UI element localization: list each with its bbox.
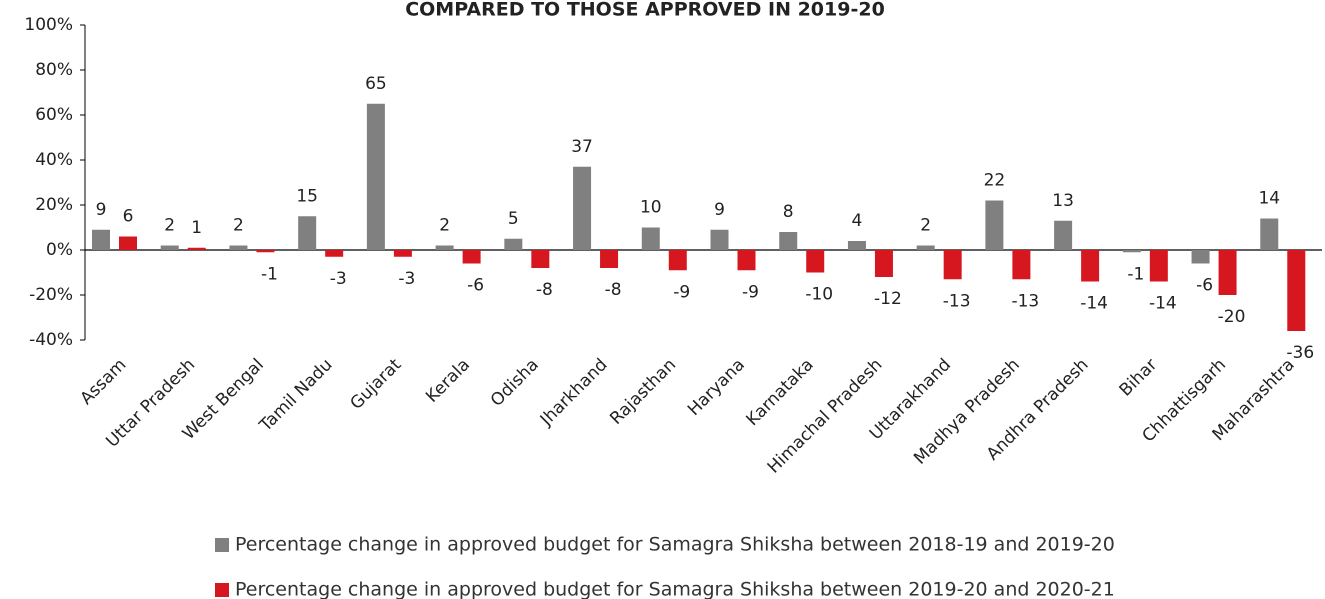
y-tick-label: 20% — [35, 195, 73, 215]
x-tick-label: Haryana — [684, 355, 749, 420]
data-label: -14 — [1149, 294, 1177, 314]
bar — [256, 250, 275, 253]
data-label: 2 — [233, 216, 244, 236]
data-label: 15 — [296, 186, 318, 206]
bar — [504, 238, 523, 250]
bar — [298, 216, 317, 250]
bar — [710, 229, 729, 250]
y-tick-label: -40% — [29, 330, 73, 350]
y-tick-label: 100% — [24, 15, 73, 35]
data-label: 6 — [123, 207, 134, 227]
bar — [1218, 250, 1237, 295]
bar — [1054, 220, 1073, 250]
bar — [119, 236, 137, 250]
data-label: -8 — [605, 280, 622, 300]
x-tick-label: Himachal Pradesh — [764, 355, 887, 478]
bar — [985, 200, 1004, 250]
bar — [737, 250, 756, 271]
data-label: 13 — [1052, 191, 1074, 211]
data-label: 14 — [1258, 189, 1280, 209]
bar — [874, 250, 893, 277]
bar — [916, 245, 935, 250]
bar — [187, 247, 206, 250]
data-label: -10 — [805, 285, 833, 305]
x-tick-label: Assam — [76, 355, 130, 409]
bar — [325, 250, 344, 257]
x-tick-label: Odisha — [487, 355, 543, 411]
y-tick-label: 80% — [35, 60, 73, 80]
bar — [229, 245, 248, 250]
data-label: 37 — [571, 137, 593, 157]
data-label: 10 — [640, 198, 662, 218]
data-label: 2 — [920, 216, 931, 236]
bar — [393, 250, 412, 257]
data-label: -9 — [742, 282, 759, 302]
data-label: 65 — [365, 74, 387, 94]
bar — [1012, 250, 1031, 280]
x-tick-label: Tamil Nadu — [255, 355, 336, 436]
bar — [92, 229, 110, 250]
data-label: 4 — [852, 211, 863, 231]
x-tick-label: Karnataka — [743, 355, 818, 430]
data-label: -20 — [1218, 307, 1246, 327]
bar — [160, 245, 179, 250]
bar — [1191, 250, 1210, 264]
x-tick-label: Rajasthan — [606, 355, 680, 429]
bar — [435, 245, 454, 250]
y-tick-label: 60% — [35, 105, 73, 125]
y-tick-label: 40% — [35, 150, 73, 170]
bar — [600, 250, 619, 268]
data-label: -13 — [943, 291, 971, 311]
chart-title: COMPARED TO THOSE APPROVED IN 2019-20 — [405, 0, 885, 21]
legend-label: Percentage change in approved budget for… — [235, 534, 1115, 556]
data-label: 1 — [191, 218, 202, 238]
data-label: 2 — [439, 216, 450, 236]
data-label: 8 — [783, 202, 794, 222]
data-label: -1 — [261, 264, 278, 284]
bar — [462, 250, 481, 264]
bar — [806, 250, 825, 273]
legend-swatch — [215, 583, 229, 597]
bar — [641, 227, 660, 250]
x-tick-label: Gujarat — [347, 355, 406, 414]
data-label: -6 — [467, 276, 484, 296]
bar — [1122, 250, 1141, 253]
bar — [1260, 218, 1279, 250]
data-label: -8 — [536, 280, 553, 300]
data-label: -13 — [1011, 291, 1039, 311]
data-label: -3 — [330, 269, 347, 289]
data-label: -9 — [673, 282, 690, 302]
legend-swatch — [215, 538, 229, 552]
bar — [366, 103, 385, 250]
data-label: 9 — [96, 200, 107, 220]
data-label: 5 — [508, 209, 519, 229]
data-label: -6 — [1196, 276, 1213, 296]
bar — [1149, 250, 1168, 282]
bar — [943, 250, 962, 280]
data-label: 2 — [164, 216, 175, 236]
bar — [847, 241, 866, 250]
data-label: 9 — [714, 200, 725, 220]
data-label: -14 — [1080, 294, 1108, 314]
data-label: -1 — [1127, 264, 1144, 284]
bar — [1081, 250, 1100, 282]
bar — [1287, 250, 1306, 331]
data-label: -36 — [1286, 343, 1314, 363]
x-tick-label: Jharkhand — [536, 355, 612, 431]
x-tick-label: Kerala — [422, 355, 474, 407]
bar — [668, 250, 687, 271]
legend-label: Percentage change in approved budget for… — [235, 579, 1115, 599]
x-tick-label: Bihar — [1116, 355, 1162, 401]
data-label: 22 — [984, 171, 1006, 191]
data-label: -3 — [398, 269, 415, 289]
y-tick-label: -20% — [29, 285, 73, 305]
bar — [531, 250, 550, 268]
y-tick-label: 0% — [46, 240, 73, 260]
data-label: -12 — [874, 289, 902, 309]
bar — [779, 232, 798, 250]
bar — [573, 166, 592, 250]
